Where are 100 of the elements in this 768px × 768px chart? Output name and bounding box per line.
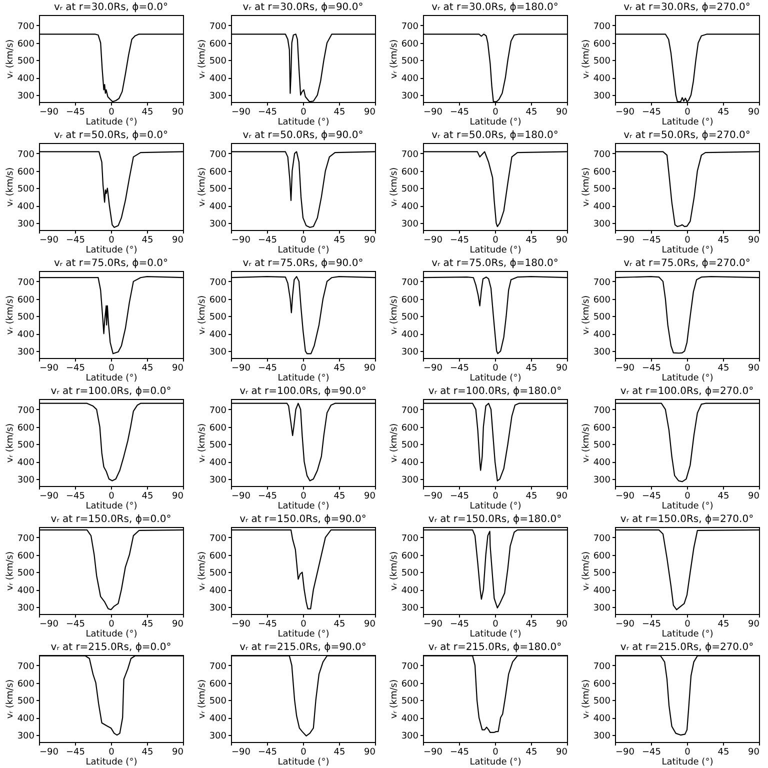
x-tick-label: −45 (450, 364, 469, 374)
x-tick-label: −45 (258, 364, 277, 374)
x-tick-label: −45 (450, 748, 469, 758)
chart-title: vᵣ at r=50.0Rs, ϕ=0.0° (54, 130, 168, 141)
y-tick-label: 600 (401, 423, 419, 434)
x-tick-label: −45 (642, 748, 661, 758)
y-tick-label: 600 (401, 551, 419, 562)
chart-title: vᵣ at r=215.0Rs, ϕ=270.0° (620, 642, 754, 653)
chart-title: vᵣ at r=30.0Rs, ϕ=270.0° (624, 2, 750, 13)
x-axis-title: Latitude (°) (86, 246, 138, 256)
y-tick-label: 300 (17, 476, 35, 486)
x-tick-label: 90 (556, 364, 568, 374)
y-tick-label: 600 (209, 551, 227, 562)
line-series (615, 402, 759, 482)
y-tick-label: 300 (401, 348, 419, 358)
chart-title: vᵣ at r=150.0Rs, ϕ=0.0° (50, 514, 172, 525)
y-tick-label: 300 (17, 732, 35, 742)
chart-title: vᵣ at r=30.0Rs, ϕ=0.0° (54, 2, 168, 13)
x-tick-label: 45 (718, 108, 730, 118)
chart-title: vᵣ at r=75.0Rs, ϕ=270.0° (624, 258, 750, 269)
y-tick-label: 700 (17, 534, 35, 544)
x-tick-label: 45 (526, 492, 538, 502)
y-tick-label: 500 (17, 568, 35, 579)
y-tick-label: 700 (17, 406, 35, 416)
chart-title: vᵣ at r=100.0Rs, ϕ=90.0° (240, 386, 366, 397)
y-tick-label: 300 (17, 220, 35, 230)
y-tick-label: 300 (593, 476, 611, 486)
y-tick-label: 400 (17, 330, 35, 340)
x-tick-label: 90 (172, 108, 184, 118)
x-tick-label: −45 (258, 492, 277, 502)
y-tick-label: 700 (209, 278, 227, 288)
x-tick-label: 90 (172, 620, 184, 630)
y-tick-label: 400 (209, 74, 227, 84)
x-axis-title: Latitude (°) (470, 374, 522, 384)
y-tick-label: 300 (209, 604, 227, 614)
x-axis-title: Latitude (°) (470, 246, 522, 256)
x-tick-label: −90 (232, 236, 251, 246)
y-axis-title: vᵣ (km/s) (581, 551, 592, 591)
x-tick-label: 90 (556, 748, 568, 758)
y-tick-label: 500 (401, 696, 419, 707)
x-tick-label: −90 (232, 620, 251, 630)
chart-title: vᵣ at r=100.0Rs, ϕ=270.0° (620, 386, 754, 397)
x-axis-title: Latitude (°) (278, 758, 330, 768)
x-tick-label: −45 (450, 236, 469, 246)
y-tick-label: 400 (593, 74, 611, 84)
x-tick-label: −90 (616, 236, 635, 246)
y-axis-title: vᵣ (km/s) (389, 679, 400, 719)
y-tick-label: 500 (209, 568, 227, 579)
x-tick-label: 45 (334, 748, 346, 758)
x-tick-label: 90 (172, 364, 184, 374)
y-axis-title: vᵣ (km/s) (197, 423, 208, 463)
y-tick-label: 600 (209, 39, 227, 50)
y-tick-label: 300 (209, 348, 227, 358)
chart-title: vᵣ at r=150.0Rs, ϕ=180.0° (428, 514, 562, 525)
y-tick-label: 700 (401, 662, 419, 672)
y-tick-label: 300 (593, 348, 611, 358)
x-axis-title: Latitude (°) (470, 502, 522, 512)
x-tick-label: 45 (142, 748, 154, 758)
x-axis-title: Latitude (°) (470, 118, 522, 128)
x-tick-label: 90 (172, 492, 184, 502)
y-axis-title: vᵣ (km/s) (5, 551, 16, 591)
y-tick-label: 600 (593, 551, 611, 562)
x-axis-title: Latitude (°) (662, 118, 714, 128)
x-tick-label: 0 (300, 620, 307, 630)
y-tick-label: 600 (209, 423, 227, 434)
y-tick-label: 500 (209, 312, 227, 323)
y-tick-label: 700 (209, 662, 227, 672)
y-tick-label: 300 (593, 220, 611, 230)
x-tick-label: 0 (684, 236, 691, 246)
x-tick-label: 0 (300, 748, 307, 758)
x-axis-title: Latitude (°) (470, 758, 522, 768)
y-tick-label: 500 (209, 696, 227, 707)
y-tick-label: 700 (401, 278, 419, 288)
x-tick-label: 90 (748, 748, 760, 758)
x-tick-label: 0 (108, 364, 115, 374)
x-tick-label: 45 (142, 492, 154, 502)
y-tick-label: 500 (593, 56, 611, 67)
y-tick-label: 500 (593, 696, 611, 707)
chart-title: vᵣ at r=100.0Rs, ϕ=180.0° (428, 386, 562, 397)
x-tick-label: 90 (748, 108, 760, 118)
y-tick-label: 300 (209, 476, 227, 486)
y-tick-label: 700 (17, 278, 35, 288)
x-tick-label: 0 (492, 748, 499, 758)
x-tick-label: 45 (334, 492, 346, 502)
x-tick-label: −90 (424, 108, 443, 118)
y-tick-label: 300 (17, 92, 35, 102)
y-tick-label: 400 (17, 74, 35, 84)
x-tick-label: 0 (492, 620, 499, 630)
y-tick-label: 400 (401, 202, 419, 212)
x-tick-label: −45 (258, 620, 277, 630)
y-tick-label: 500 (401, 184, 419, 195)
x-tick-label: −90 (40, 364, 59, 374)
x-tick-label: −90 (40, 492, 59, 502)
x-tick-label: 0 (684, 492, 691, 502)
y-tick-label: 700 (401, 534, 419, 544)
chart-title: vᵣ at r=30.0Rs, ϕ=180.0° (432, 2, 558, 13)
x-tick-label: −90 (40, 108, 59, 118)
x-tick-label: −90 (424, 620, 443, 630)
y-tick-label: 500 (593, 184, 611, 195)
y-tick-label: 500 (209, 440, 227, 451)
